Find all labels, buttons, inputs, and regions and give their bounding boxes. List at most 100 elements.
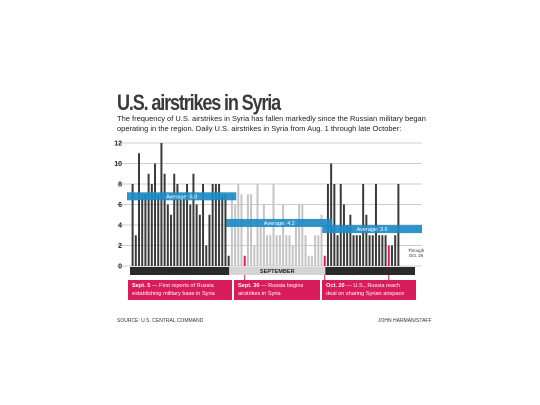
bar <box>371 235 374 266</box>
bar <box>339 184 342 266</box>
month-band <box>130 267 230 275</box>
event-date: Sept. 30 <box>238 283 260 289</box>
bar <box>298 204 301 266</box>
bar <box>317 235 320 266</box>
average-label: Average: 4.2 <box>264 221 295 227</box>
month-label: OCTOBER <box>356 269 384 275</box>
average-band <box>127 192 237 201</box>
bar <box>170 214 173 266</box>
bar <box>253 245 256 266</box>
event-text: — First reports of Russia establishing m… <box>132 283 215 297</box>
credit-note: JOHN HARMAN/STAFF <box>378 318 432 324</box>
bar <box>163 173 166 266</box>
average-label: Average: 6.8 <box>166 194 197 200</box>
bar <box>381 235 384 266</box>
bar <box>266 235 269 266</box>
bar <box>234 204 237 266</box>
bar <box>202 184 205 266</box>
bar <box>227 255 230 266</box>
event-date: Sept. 5 <box>132 283 151 289</box>
bar <box>182 194 185 266</box>
bar <box>365 214 368 266</box>
average-bands: Average: 6.8 Average: 4.2 Average: 3.6 <box>127 192 422 234</box>
month-band <box>325 267 415 275</box>
bar <box>208 214 211 266</box>
bar <box>166 204 169 266</box>
bar <box>131 184 134 266</box>
event-callout: Sept. 5 — First reports of Russia establ… <box>128 280 232 300</box>
bar <box>157 194 160 266</box>
y-tick-label: 12 <box>114 141 122 148</box>
bar <box>336 235 339 266</box>
bar <box>176 184 179 266</box>
bar <box>384 235 387 266</box>
bar <box>134 235 137 266</box>
bar <box>211 184 214 266</box>
bar <box>342 204 345 266</box>
bar <box>307 255 310 266</box>
bar <box>269 235 272 266</box>
month-axis: AUGUST SEPTEMBER OCTOBER <box>130 267 415 275</box>
bar <box>154 163 157 266</box>
bar <box>397 184 400 266</box>
bar <box>291 245 294 266</box>
bar <box>378 235 381 266</box>
bar <box>323 255 326 266</box>
bar <box>304 235 307 266</box>
bar-series <box>131 143 400 266</box>
bar <box>282 204 285 266</box>
bar <box>278 235 281 266</box>
bar <box>310 255 313 266</box>
month-label: AUGUST <box>168 269 192 275</box>
bar <box>390 245 393 266</box>
bar <box>240 194 243 266</box>
chart-title: U.S. airstrikes in Syria <box>117 90 281 115</box>
bar <box>243 255 246 266</box>
month-band <box>229 267 326 275</box>
bar <box>195 204 198 266</box>
bar <box>288 235 291 266</box>
bar <box>218 184 221 266</box>
bar <box>387 245 390 266</box>
bar <box>352 235 355 266</box>
bar <box>224 194 227 266</box>
bar <box>250 194 253 266</box>
bar <box>301 204 304 266</box>
y-tick-label: 4 <box>118 223 122 230</box>
average-label: Average: 3.6 <box>357 227 388 233</box>
y-axis: 0 2 4 6 8 10 12 <box>114 141 122 271</box>
average-band <box>322 225 422 234</box>
bar <box>179 194 182 266</box>
bar <box>141 194 144 266</box>
bar <box>147 173 150 266</box>
bar <box>355 235 358 266</box>
bar <box>362 184 365 266</box>
chart-subtitle: The frequency of U.S. airstrikes in Syri… <box>117 114 426 133</box>
bar <box>346 225 349 266</box>
bar <box>294 225 297 266</box>
bar <box>205 245 208 266</box>
bar <box>144 194 147 266</box>
bar <box>259 225 262 266</box>
bar <box>198 214 201 266</box>
event-text: — Russia begins airstrikes in Syria <box>238 283 304 297</box>
event-callout: Oct. 20 — U.S., Russia reach deal on sha… <box>322 280 416 300</box>
bar <box>221 194 224 266</box>
bar <box>189 204 192 266</box>
bar <box>186 184 189 266</box>
bar <box>160 143 163 266</box>
bar <box>150 184 153 266</box>
bar <box>330 163 333 266</box>
bar <box>275 235 278 266</box>
bar <box>374 184 377 266</box>
bar <box>333 184 336 266</box>
bar <box>320 214 323 266</box>
event-callout: Sept. 30 — Russia begins airstrikes in S… <box>234 280 320 300</box>
bar <box>173 173 176 266</box>
month-label: SEPTEMBER <box>260 269 295 275</box>
y-tick-label: 10 <box>114 161 122 168</box>
bar <box>214 184 217 266</box>
y-tick-label: 6 <box>118 202 122 209</box>
